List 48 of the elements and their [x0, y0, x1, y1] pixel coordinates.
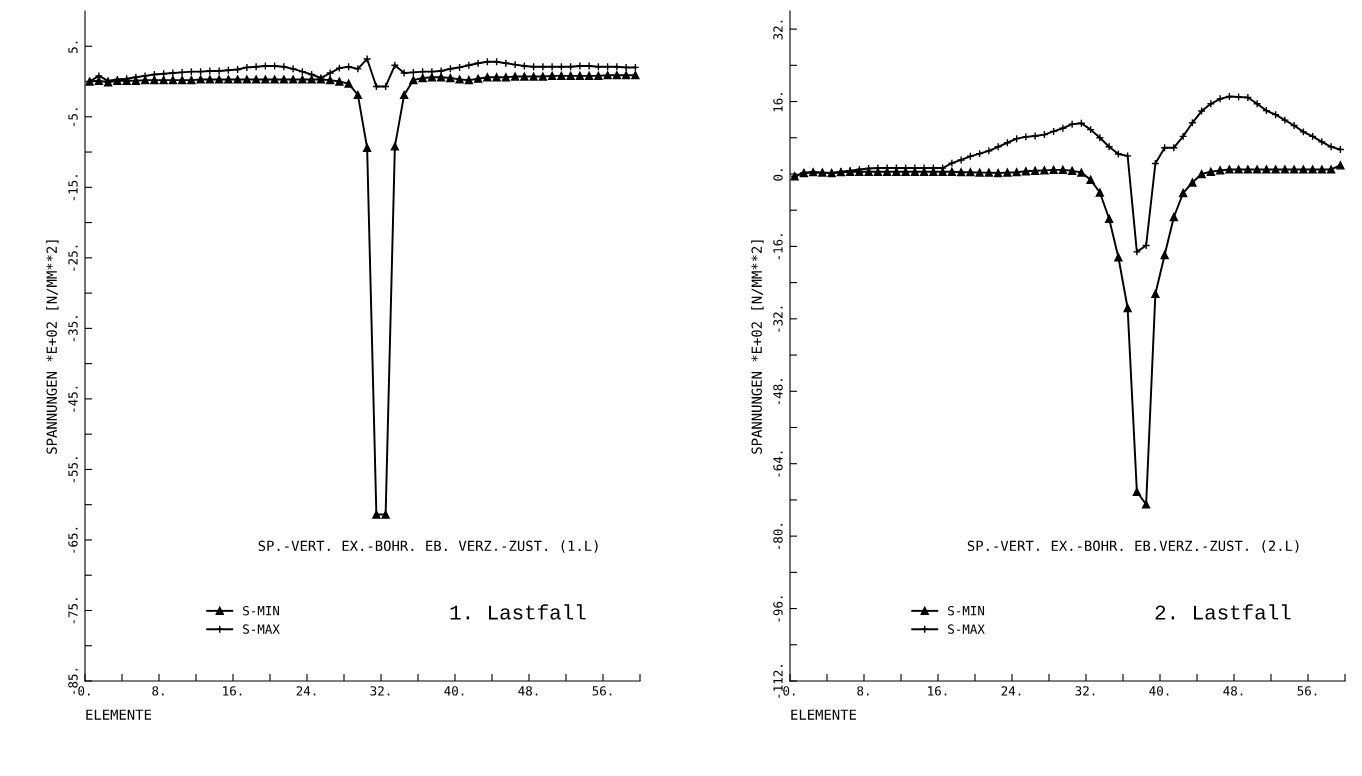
y-tick-label: -80.: [773, 524, 783, 550]
x-tick-label: 48.: [1223, 686, 1243, 696]
y-tick-label: -35.: [68, 316, 78, 342]
y-tick-label: -65.: [68, 527, 78, 553]
x-tick-label: 32.: [370, 686, 390, 696]
x-tick-label: 8.: [152, 686, 164, 696]
x-tick-label: 56.: [592, 686, 612, 696]
y-tick-label: -32.: [773, 306, 783, 332]
y-tick-label: -48.: [773, 379, 783, 405]
annotation: 1. Lastfall: [450, 604, 586, 620]
x-tick-label: 40.: [1149, 686, 1169, 696]
x-tick-label: 16.: [928, 686, 947, 696]
x-axis-title: ELEMENTE: [86, 709, 152, 720]
y-tick-label: -16.: [773, 234, 783, 260]
y-tick-label: -55.: [68, 457, 78, 483]
x-tick-label: 32.: [1075, 686, 1095, 696]
y-tick-label: 16.: [773, 93, 783, 112]
legend-label: S-MAX: [243, 624, 280, 634]
y-tick-label: -5.: [68, 108, 78, 126]
x-tick-label: 0.: [783, 686, 795, 696]
x-tick-label: 16.: [223, 686, 242, 696]
y-tick-label: -25.: [68, 245, 78, 271]
x-axis-title: ELEMENTE: [791, 709, 857, 720]
y-tick-label: 5.: [68, 41, 78, 53]
y-tick-label: -112.: [773, 665, 783, 698]
y-tick-label: -45.: [68, 386, 78, 412]
y-tick-label: -85.: [68, 668, 78, 694]
legend-label: S-MIN: [948, 605, 985, 616]
annotation: 2. Lastfall: [1155, 604, 1291, 620]
x-tick-label: 40.: [444, 686, 464, 696]
x-tick-label: 24.: [296, 686, 316, 696]
x-tick-label: 8.: [857, 686, 869, 696]
y-axis-title: SPANNUNGEN *E+02 [N/MM**2]: [46, 240, 59, 454]
x-tick-label: 56.: [1297, 686, 1317, 696]
y-tick-label: 32.: [773, 20, 783, 40]
y-tick-label: -75.: [68, 598, 78, 624]
y-axis-title: SPANNUNGEN *E+02 [N/MM**2]: [751, 240, 764, 454]
annotation: SP.-VERT. EX.-BOHR. EB.VERZ.-ZUST. (2.L): [967, 540, 1299, 553]
y-tick-label: -15.: [68, 175, 78, 201]
x-tick-label: 24.: [1001, 686, 1021, 696]
legend-label: S-MIN: [243, 605, 280, 616]
x-tick-label: 0.: [78, 686, 90, 696]
y-tick-label: -96.: [773, 596, 783, 622]
y-tick-label: -64.: [773, 451, 783, 477]
legend-label: S-MAX: [948, 624, 985, 634]
annotation: SP.-VERT. EX.-BOHR. EB. VERZ.-ZUST. (1.L): [258, 540, 598, 553]
y-tick-label: 0.: [773, 169, 783, 181]
x-tick-label: 48.: [518, 686, 538, 696]
